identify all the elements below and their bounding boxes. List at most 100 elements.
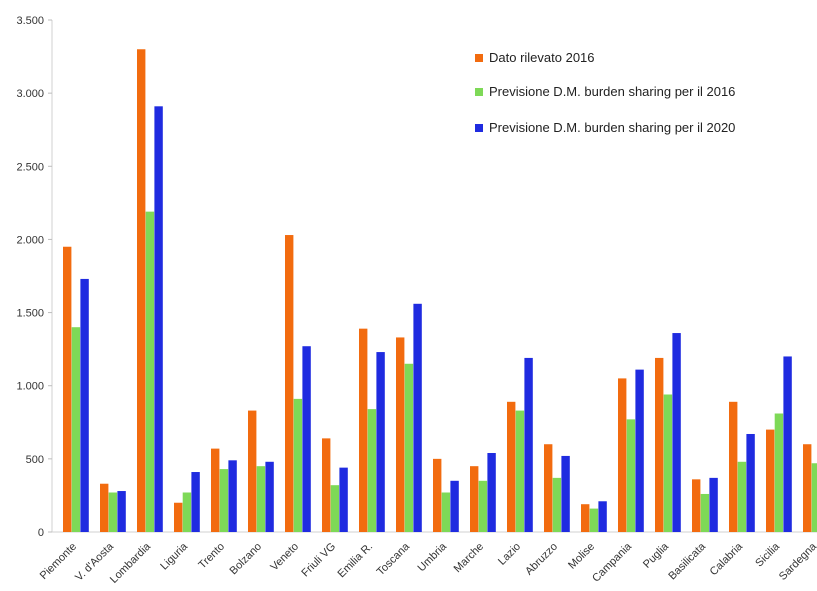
legend-swatch — [475, 124, 483, 132]
bar — [737, 461, 747, 532]
bar — [174, 502, 183, 532]
bars-group — [63, 49, 817, 533]
bar — [746, 433, 755, 532]
y-tick-label: 1.000 — [16, 381, 44, 393]
bar — [515, 410, 525, 532]
x-tick-label: Sardegna — [777, 540, 817, 583]
bar — [248, 410, 257, 532]
bar — [145, 211, 155, 533]
y-tick-label: 1.500 — [16, 308, 44, 320]
legend-item: Previsione D.M. burden sharing per il 20… — [475, 84, 735, 99]
x-tick-label: Liguria — [158, 540, 190, 572]
x-tick-label: Abruzzo — [523, 541, 560, 578]
bar — [71, 327, 81, 532]
x-tick-label: Basilicata — [666, 540, 708, 582]
bar — [581, 504, 590, 532]
bar — [302, 346, 311, 532]
bar — [655, 357, 664, 532]
bar — [228, 460, 237, 532]
legend-item: Previsione D.M. burden sharing per il 20… — [475, 120, 735, 135]
bar — [729, 401, 738, 532]
bar — [100, 483, 109, 532]
bar — [766, 429, 775, 532]
bar — [544, 444, 553, 532]
bar — [322, 438, 331, 532]
x-tick-label: Emilia R. — [336, 541, 376, 581]
bar — [626, 419, 636, 532]
x-tick-label: Veneto — [268, 541, 301, 574]
y-tick-label: 2.500 — [16, 161, 44, 173]
x-tick-label: Campania — [590, 540, 635, 585]
bar — [63, 246, 72, 532]
x-tick-label: Toscana — [375, 540, 413, 578]
bar — [552, 477, 562, 532]
legend-swatch — [475, 54, 483, 62]
y-tick-label: 0 — [38, 527, 44, 539]
bar — [672, 333, 681, 532]
x-tick-label: Lombardia — [108, 540, 154, 586]
bar — [376, 352, 385, 532]
x-tick-label: Lazio — [496, 541, 523, 568]
legend: Dato rilevato 2016 Previsione D.M. burden… — [475, 50, 735, 135]
bar — [80, 278, 89, 532]
bar — [663, 394, 673, 532]
y-tick-label: 3.500 — [16, 15, 44, 27]
bar — [618, 378, 627, 532]
y-tick-label: 3.000 — [16, 88, 44, 100]
x-tick-label: Friuli VG — [299, 541, 338, 580]
bar — [108, 492, 118, 532]
bar — [598, 501, 607, 532]
bar — [219, 469, 229, 532]
bar — [803, 444, 812, 532]
bar — [692, 479, 701, 532]
bar — [285, 235, 294, 533]
legend-item: Dato rilevato 2016 — [475, 50, 595, 65]
bar — [524, 357, 533, 532]
bar — [700, 493, 710, 532]
bar — [137, 49, 146, 532]
bar — [339, 467, 348, 532]
bar — [182, 492, 192, 532]
bar — [450, 480, 459, 532]
bar — [404, 363, 414, 532]
y-tick-label: 500 — [26, 454, 44, 466]
bar — [396, 337, 405, 532]
bar — [811, 463, 817, 532]
legend-label: Previsione D.M. burden sharing per il 20… — [489, 120, 735, 135]
x-tick-label: Bolzano — [228, 541, 265, 578]
bar — [117, 491, 126, 532]
bar — [191, 472, 200, 532]
bar — [783, 356, 792, 532]
y-tick-label: 2.000 — [16, 234, 44, 246]
bar — [211, 448, 220, 532]
bar — [507, 401, 516, 532]
bar — [589, 508, 599, 532]
x-tick-label: Calabria — [708, 540, 746, 578]
bar — [478, 480, 488, 532]
bar — [470, 466, 479, 532]
x-tick-label: Puglia — [641, 540, 672, 571]
x-tick-label: Umbria — [416, 540, 450, 574]
bar — [413, 303, 422, 532]
bar — [487, 453, 496, 532]
bar — [441, 492, 451, 532]
bar — [709, 477, 718, 532]
bar — [359, 328, 368, 532]
x-tick-label: Molise — [566, 541, 597, 572]
bar — [154, 106, 163, 533]
bar — [433, 458, 442, 532]
bar — [635, 369, 644, 532]
bar — [256, 466, 266, 532]
bar — [265, 461, 274, 532]
bar — [367, 409, 377, 532]
x-tick-label: Marche — [452, 541, 486, 575]
bar — [293, 398, 303, 532]
legend-label: Previsione D.M. burden sharing per il 20… — [489, 84, 735, 99]
x-tick-label: Trento — [196, 541, 227, 572]
x-tick-label: Sicilia — [753, 540, 782, 569]
bar — [330, 485, 340, 532]
legend-label: Dato rilevato 2016 — [489, 50, 595, 65]
